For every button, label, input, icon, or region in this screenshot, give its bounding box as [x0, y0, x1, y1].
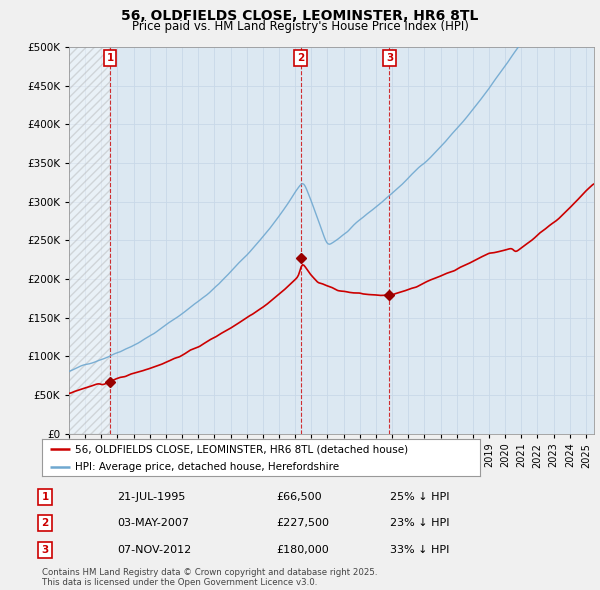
- Text: 1: 1: [107, 53, 114, 63]
- Text: 3: 3: [41, 545, 49, 555]
- Text: Contains HM Land Registry data © Crown copyright and database right 2025.
This d: Contains HM Land Registry data © Crown c…: [42, 568, 377, 587]
- Text: 56, OLDFIELDS CLOSE, LEOMINSTER, HR6 8TL: 56, OLDFIELDS CLOSE, LEOMINSTER, HR6 8TL: [121, 9, 479, 23]
- Text: 1: 1: [41, 492, 49, 502]
- Text: HPI: Average price, detached house, Herefordshire: HPI: Average price, detached house, Here…: [75, 462, 339, 472]
- Text: 07-NOV-2012: 07-NOV-2012: [117, 545, 191, 555]
- Text: 3: 3: [386, 53, 393, 63]
- Text: 2: 2: [41, 519, 49, 528]
- Text: 03-MAY-2007: 03-MAY-2007: [117, 519, 189, 528]
- Text: 33% ↓ HPI: 33% ↓ HPI: [390, 545, 449, 555]
- Text: 2: 2: [297, 53, 304, 63]
- Text: 23% ↓ HPI: 23% ↓ HPI: [390, 519, 449, 528]
- Text: Price paid vs. HM Land Registry's House Price Index (HPI): Price paid vs. HM Land Registry's House …: [131, 20, 469, 33]
- Text: 25% ↓ HPI: 25% ↓ HPI: [390, 492, 449, 502]
- Text: £180,000: £180,000: [276, 545, 329, 555]
- Text: 56, OLDFIELDS CLOSE, LEOMINSTER, HR6 8TL (detached house): 56, OLDFIELDS CLOSE, LEOMINSTER, HR6 8TL…: [75, 444, 408, 454]
- Text: £227,500: £227,500: [276, 519, 329, 528]
- Text: 21-JUL-1995: 21-JUL-1995: [117, 492, 185, 502]
- Text: £66,500: £66,500: [276, 492, 322, 502]
